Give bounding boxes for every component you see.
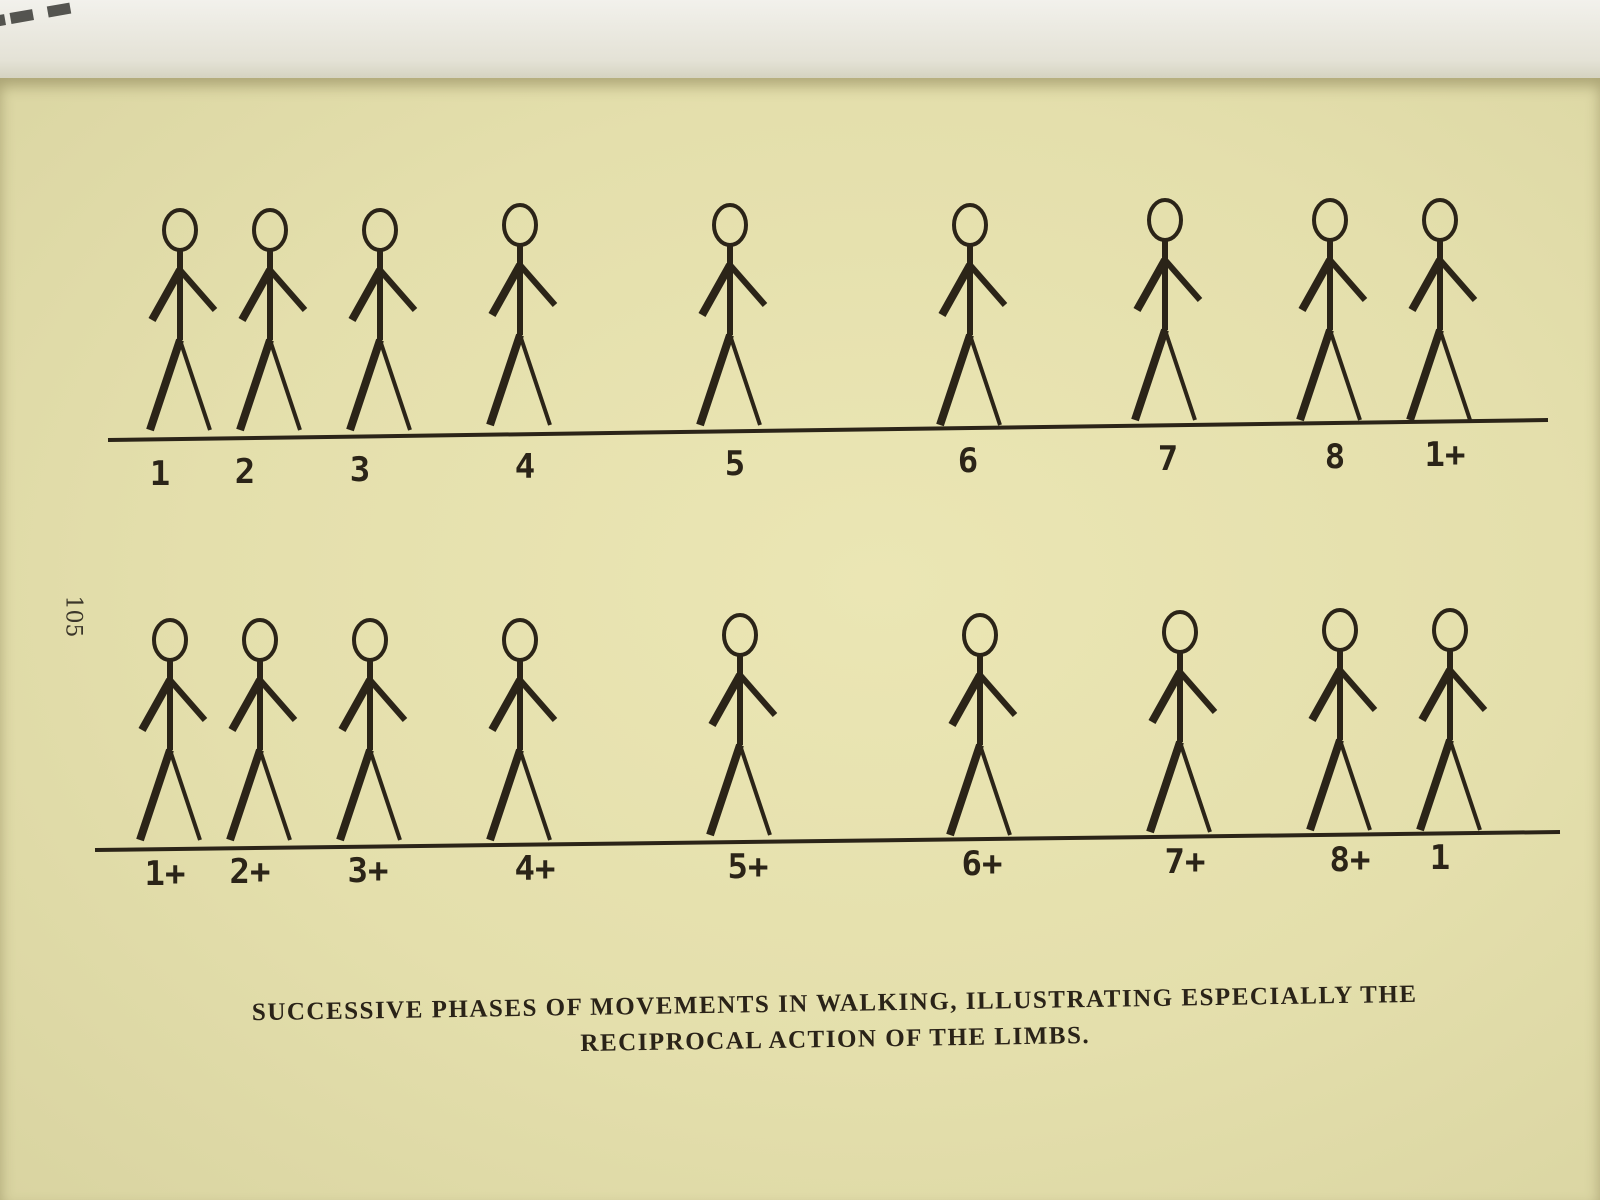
phase-label: 4: [515, 447, 535, 487]
walking-figures-row-2: [140, 610, 1485, 840]
phase-label: 2: [235, 452, 255, 492]
walking-figure: [950, 615, 1015, 835]
walking-figure: [710, 615, 775, 835]
walking-figure: [940, 205, 1005, 425]
walking-figure: [140, 620, 205, 840]
phase-labels-row-2: 1+ 2+ 3+ 4+ 5+ 6+ 7+ 8+ 1: [145, 838, 1451, 894]
phase-label: 7+: [1165, 842, 1206, 882]
walking-figure: [340, 620, 405, 840]
phase-label: 7: [1158, 439, 1178, 479]
phase-label: 5: [725, 444, 745, 484]
walking-figure: [1310, 610, 1375, 830]
book-page: 105: [0, 78, 1600, 1200]
walking-figure: [1420, 610, 1485, 830]
walking-figure: [350, 210, 415, 430]
phase-label: 4+: [515, 849, 556, 889]
walking-figure: [700, 205, 765, 425]
phase-label: 6: [958, 441, 978, 481]
walking-phases-figure: 1 2 3 4 5 6 7 8 1+ 1+ 2+ 3+ 4+ 5+ 6+ 7+ …: [94, 78, 1561, 894]
phase-label: 2+: [230, 852, 271, 892]
walking-figure: [1150, 612, 1215, 832]
walking-figure: [490, 620, 555, 840]
phase-label: 8+: [1330, 840, 1371, 880]
phase-label: 1: [150, 454, 170, 494]
walking-figure: [240, 210, 305, 430]
walking-figure: [230, 620, 295, 840]
phase-label: 3: [350, 450, 370, 490]
phase-label: 3+: [348, 851, 389, 891]
phase-label: 5+: [728, 847, 769, 887]
walking-figures-row-1: [150, 200, 1475, 430]
walking-figure: [490, 205, 555, 425]
walking-figure: [150, 210, 215, 430]
phase-label: 8: [1325, 437, 1345, 477]
walking-figure: [1410, 200, 1475, 420]
ground-line-bottom: [94, 830, 1561, 852]
phase-label: 6+: [962, 844, 1003, 884]
phase-labels-row-1: 1 2 3 4 5 6 7 8 1+: [150, 435, 1466, 494]
facing-page-edge: ▬ ▬▬ ▬ ▬▬▬: [0, 0, 1600, 86]
walking-figure: [1135, 200, 1200, 420]
phase-label: 1: [1430, 838, 1450, 878]
ground-line-top: [107, 418, 1549, 442]
phase-label: 1+: [145, 854, 186, 894]
facing-text-fragment: ▬ ▬▬ ▬ ▬▬▬: [0, 0, 77, 66]
walking-figure: [1300, 200, 1365, 420]
phase-label: 1+: [1425, 435, 1466, 475]
